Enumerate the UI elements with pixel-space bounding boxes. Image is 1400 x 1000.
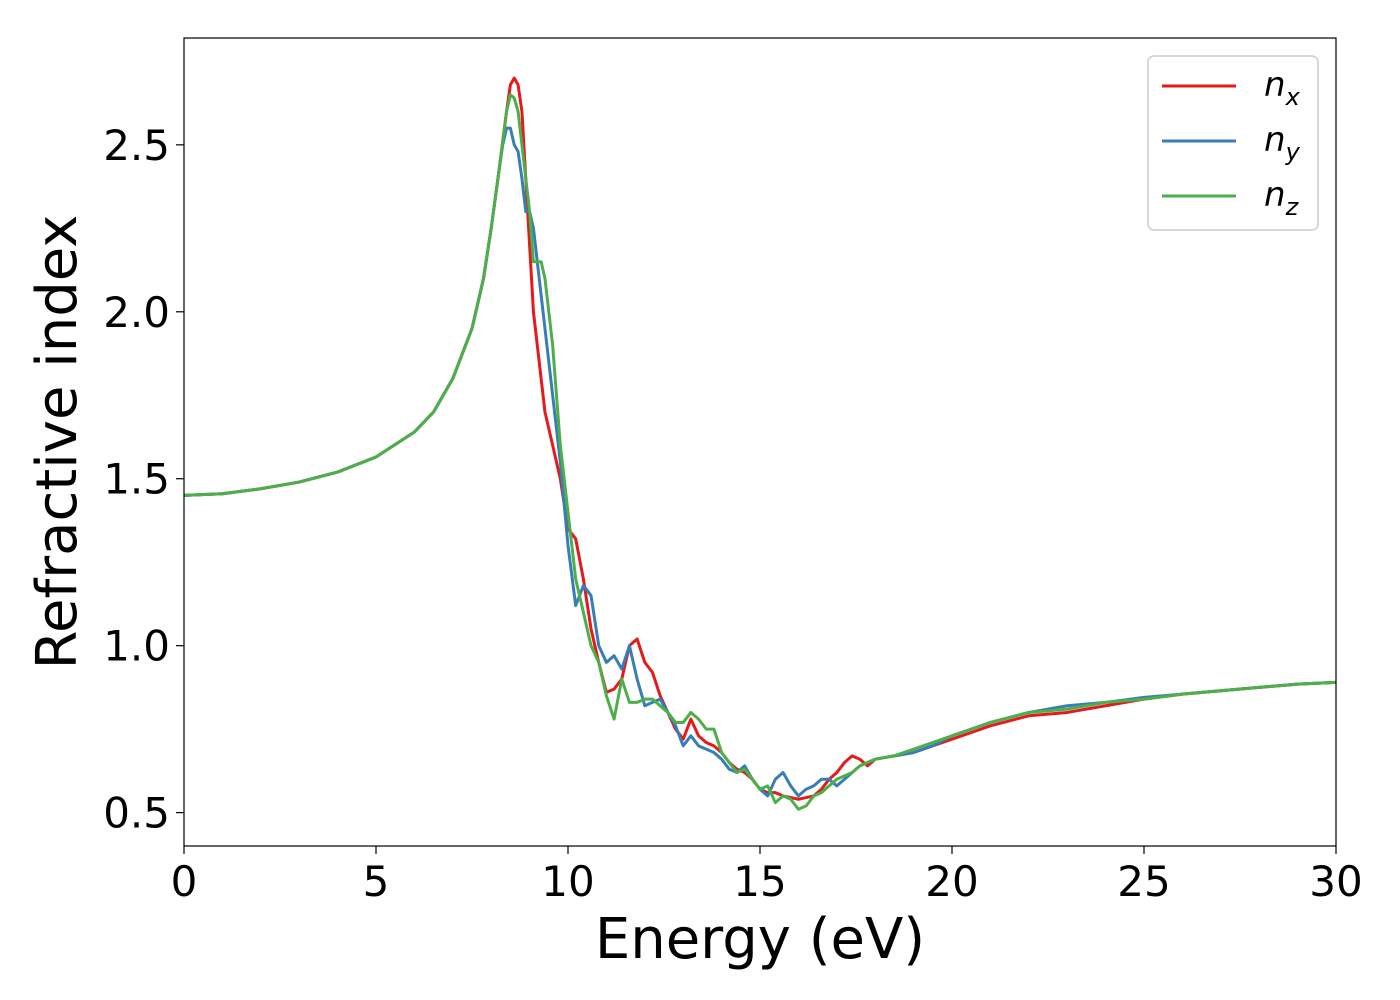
legend-label-n-y: ny [1264, 120, 1301, 166]
x-tick-label: 25 [1117, 857, 1170, 906]
legend-label-n-x: nx [1264, 65, 1301, 111]
x-axis-label: Energy (eV) [595, 907, 925, 972]
series-line-n-z [184, 93, 1336, 811]
legend: nx ny nz [1147, 55, 1319, 231]
x-tick-label: 30 [1309, 857, 1362, 906]
x-tick-label: 15 [733, 857, 786, 906]
y-tick-label: 0.5 [103, 789, 170, 838]
legend-box [1147, 55, 1319, 231]
ticks-layer: 0 5 10 15 20 25 30 0.5 1.0 1.5 2.0 2.5 [103, 121, 1363, 906]
x-tick-label: 10 [541, 857, 594, 906]
x-tick-label: 20 [925, 857, 978, 906]
y-tick-label: 2.0 [103, 288, 170, 337]
y-tick-label: 1.5 [103, 455, 170, 504]
x-tick-label: 5 [363, 857, 390, 906]
y-axis-label: Refractive index [25, 215, 90, 670]
y-tick-label: 2.5 [103, 121, 170, 170]
y-tick-label: 1.0 [103, 622, 170, 671]
legend-label-n-z: nz [1264, 175, 1300, 221]
series-layer [184, 76, 1336, 811]
x-tick-label: 0 [171, 857, 198, 906]
